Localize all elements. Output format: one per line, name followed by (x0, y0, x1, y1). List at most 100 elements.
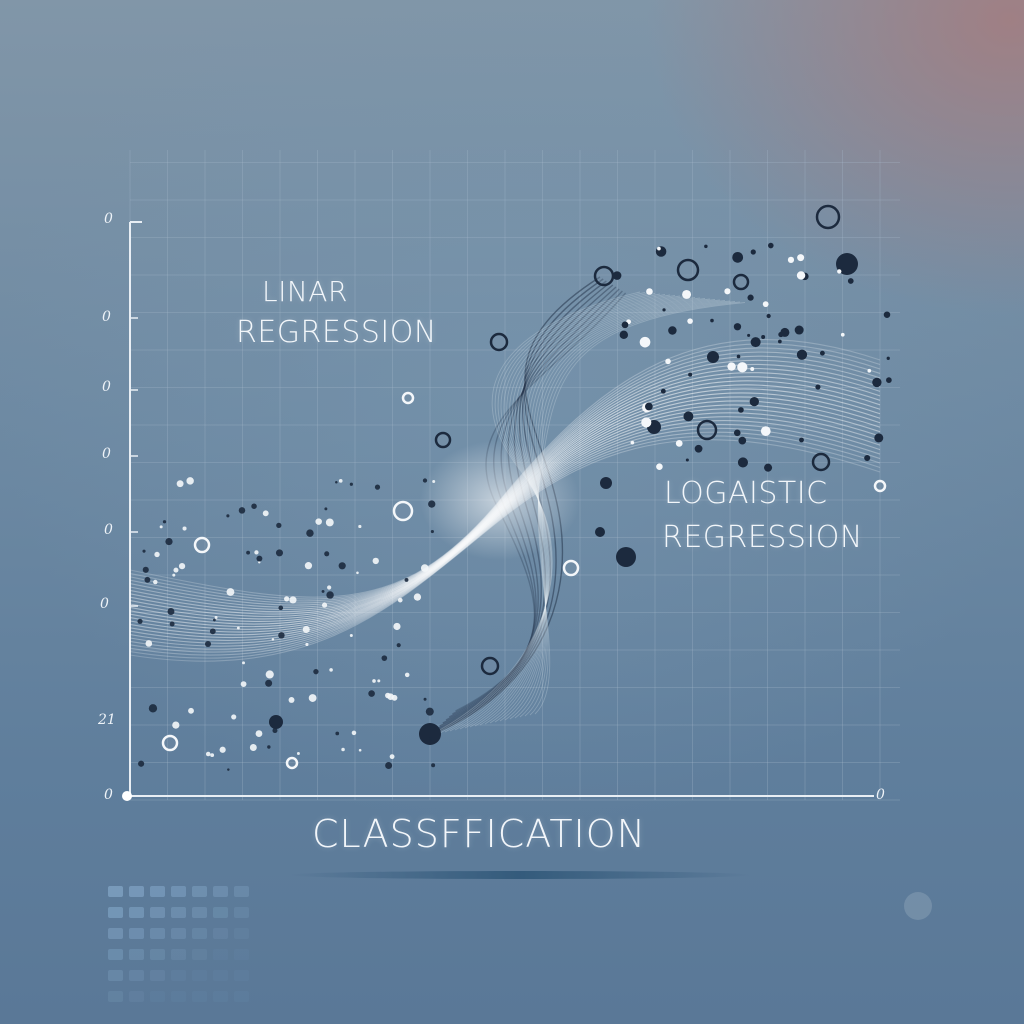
scatter-point (423, 697, 427, 701)
hollow-point (873, 479, 887, 493)
scatter-point (205, 751, 211, 757)
curve-band-line (129, 439, 881, 662)
scatter-point (321, 589, 325, 593)
scatter-point (249, 744, 257, 751)
scatter-point (393, 622, 401, 631)
scatter-point (226, 514, 230, 518)
scatter-point (325, 518, 334, 527)
pixel-block (129, 928, 144, 939)
scatter-point (766, 313, 771, 319)
curve-band-line (129, 427, 881, 653)
scatter-point (338, 479, 343, 483)
linear-regression-label-line2: REGRESSION (236, 315, 437, 350)
scatter-point (138, 760, 145, 767)
curve-band-line (129, 416, 881, 644)
logistic-regression-label-line1: LOGAISTIC (664, 476, 828, 511)
hollow-point (732, 273, 750, 291)
scatter-point (724, 288, 731, 295)
scatter-point (796, 349, 808, 360)
scatter-point (738, 407, 744, 413)
hollow-point (489, 332, 509, 352)
curve-band-line (129, 435, 881, 659)
y-tick-label: 0 (104, 211, 113, 227)
plot-axes (122, 221, 874, 801)
scatter-point (335, 731, 340, 736)
pixel-block (192, 907, 207, 918)
scatter-point (404, 577, 409, 582)
logistic-regression-label-line2: REGRESSION (662, 520, 863, 555)
pixel-block (234, 991, 249, 1002)
scatter-point (372, 557, 379, 565)
curve-band-line (129, 404, 881, 636)
scatter-point (226, 588, 235, 596)
background-grid (129, 150, 900, 801)
scatter-point (847, 278, 854, 284)
scatter-point (265, 679, 273, 687)
scatter-point (656, 463, 663, 470)
y-tick-label: 0 (102, 446, 111, 462)
solid-point (419, 723, 441, 745)
scatter-point (425, 707, 434, 716)
scatter-point (780, 327, 790, 337)
scatter-point (687, 318, 693, 324)
scatter-point (796, 271, 806, 280)
curve-band-line (129, 392, 881, 628)
pixel-block (192, 928, 207, 939)
scatter-point (422, 478, 428, 483)
scatter-point (306, 529, 314, 537)
scatter-point (874, 433, 884, 443)
scatter-point (727, 362, 736, 371)
scatter-point (262, 510, 269, 517)
origin-dot (122, 791, 132, 801)
scatter-point (660, 388, 666, 394)
pixel-block (129, 886, 144, 897)
scatter-point (732, 251, 744, 263)
y-tick-label: 0 (102, 379, 111, 395)
scatter-point (159, 525, 163, 529)
pixel-block (213, 991, 228, 1002)
scatter-point (154, 551, 160, 558)
scatter-point (341, 747, 345, 752)
scatter-point (324, 551, 330, 557)
hollow-point (480, 656, 500, 676)
scatter-point (256, 555, 263, 562)
scatter-point (278, 632, 285, 639)
scatter-point (242, 661, 245, 665)
scatter-point (657, 246, 661, 251)
scatter-point (688, 372, 693, 377)
scatter-point (682, 289, 692, 299)
scatter-point (737, 457, 748, 468)
pixel-block (213, 907, 228, 918)
hollow-point (676, 258, 700, 282)
scatter-point (236, 626, 240, 630)
solid-point (595, 527, 605, 537)
scatter-point (172, 721, 180, 729)
scatter-point (289, 596, 297, 604)
scatter-point (349, 633, 353, 637)
scatter-point (172, 573, 176, 577)
scatter-point (387, 693, 394, 700)
scatter-point (397, 597, 403, 603)
scatter-point (710, 318, 714, 323)
hollow-point (401, 391, 415, 405)
scatter-point (276, 522, 282, 529)
scatter-point (372, 679, 376, 683)
scatter-point (431, 763, 436, 768)
scatter-point (694, 444, 703, 453)
y-tick-label: 0 (100, 596, 109, 612)
scatter-point (358, 748, 362, 752)
scatter-point (747, 294, 754, 301)
scatter-point (142, 566, 149, 573)
scatter-point (733, 429, 741, 437)
pixel-block (234, 949, 249, 960)
scatter-point (641, 417, 652, 428)
curve-band-line (129, 420, 881, 647)
scatter-point (240, 681, 247, 687)
scatter-point (326, 591, 334, 599)
scatter-point (212, 618, 216, 622)
scatter-point (204, 640, 212, 648)
scatter-point (153, 579, 158, 585)
scatter-point (886, 377, 892, 383)
scatter-point (271, 638, 275, 641)
